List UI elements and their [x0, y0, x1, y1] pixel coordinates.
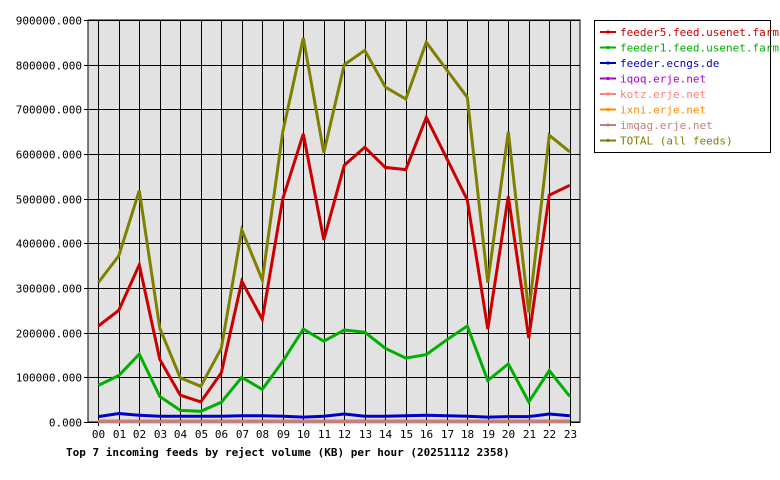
legend-label: ixni.erje.net [620, 104, 706, 117]
x-tick-label: 18 [461, 428, 474, 441]
x-tick-label: 16 [420, 428, 433, 441]
x-tick-label: 14 [379, 428, 393, 441]
legend-item: feeder1.feed.usenet.farm [600, 42, 779, 55]
x-tick-label: 09 [277, 428, 290, 441]
x-tick-label: 19 [482, 428, 495, 441]
legend-label: kotz.erje.net [620, 88, 706, 101]
x-tick-label: 08 [256, 428, 269, 441]
y-tick-label: 400000.000 [16, 238, 82, 251]
legend-label: feeder5.feed.usenet.farm [620, 26, 779, 39]
x-tick-label: 07 [236, 428, 249, 441]
x-tick-label: 15 [400, 428, 413, 441]
legend-item: imqag.erje.net [600, 119, 713, 132]
x-tick-label: 22 [543, 428, 556, 441]
x-tick-label: 23 [564, 428, 577, 441]
series-line-0 [97, 113, 571, 404]
legend-label: feeder1.feed.usenet.farm [620, 42, 779, 55]
legend-marker [606, 61, 610, 65]
y-tick-label: 0.000 [49, 417, 82, 430]
x-tick-label: 06 [215, 428, 228, 441]
legend-marker [606, 92, 610, 96]
y-tick-label: 500000.000 [16, 194, 82, 207]
y-tick-label: 900000.000 [16, 15, 82, 28]
x-tick-label: 17 [441, 428, 454, 441]
legend-marker [606, 123, 610, 127]
x-tick-label: 04 [174, 428, 188, 441]
chart-title: Top 7 incoming feeds by reject volume (K… [66, 446, 510, 459]
x-tick-label: 05 [195, 428, 208, 441]
legend-item: TOTAL (all feeds) [600, 135, 733, 148]
series-lines [97, 37, 571, 424]
legend-marker [606, 45, 610, 50]
x-tick-label: 00 [92, 428, 105, 441]
x-tick-label: 01 [113, 428, 126, 441]
x-tick-label: 10 [297, 428, 310, 441]
y-axis: 0.000 100000.000 200000.000 300000.000 40000… [16, 15, 88, 430]
legend-label: TOTAL (all feeds) [620, 135, 733, 148]
series-line-1 [97, 323, 571, 413]
legend-label: iqoq.erje.net [620, 73, 706, 86]
legend-marker [606, 138, 610, 143]
series-line-7 [97, 37, 571, 389]
x-tick-label: 12 [338, 428, 351, 441]
legend-item: feeder5.feed.usenet.farm [600, 26, 779, 39]
x-tick-label: 20 [502, 428, 515, 441]
legend-item: ixni.erje.net [600, 104, 706, 117]
y-tick-label: 700000.000 [16, 104, 82, 117]
y-tick-label: 600000.000 [16, 149, 82, 162]
legend-label: imqag.erje.net [620, 119, 713, 132]
y-tick-label: 200000.000 [16, 328, 82, 341]
x-tick-label: 11 [318, 428, 331, 441]
legend-marker [606, 76, 610, 81]
y-tick-label: 300000.000 [16, 283, 82, 296]
series-line-2 [98, 411, 570, 419]
x-tick-label: 02 [133, 428, 146, 441]
y-tick-label: 800000.000 [16, 60, 82, 73]
x-tick-label: 13 [359, 428, 372, 441]
legend-item: feeder.ecngs.de [600, 57, 719, 70]
x-axis: 00 01 02 03 04 05 06 07 08 09 10 11 12 13 14 15 16 17 18 19… [92, 422, 577, 441]
legend-marker [606, 30, 610, 34]
legend-marker [606, 107, 610, 112]
legend-item: kotz.erje.net [600, 88, 706, 101]
x-tick-label: 21 [523, 428, 536, 441]
x-tick-label: 03 [154, 428, 167, 441]
legend: feeder5.feed.usenet.farm feeder1.feed.use… [594, 20, 779, 153]
legend-label: feeder.ecngs.de [620, 57, 719, 70]
legend-item: iqoq.erje.net [600, 73, 706, 86]
legend-box [594, 20, 771, 153]
y-tick-label: 100000.000 [16, 372, 82, 385]
